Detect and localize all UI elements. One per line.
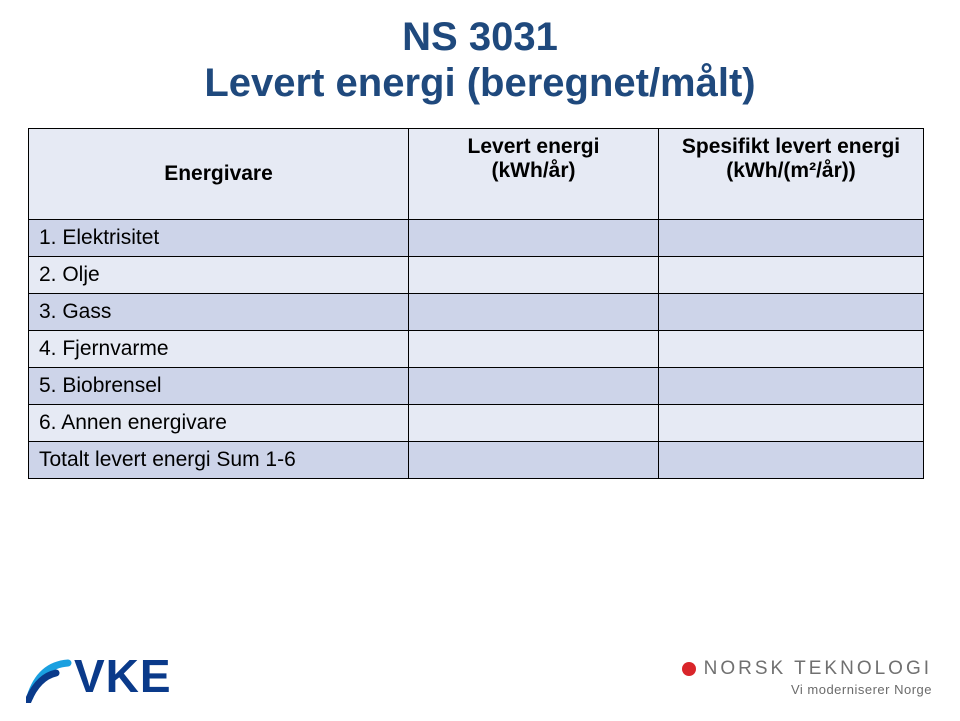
row-label: 6. Annen energivare (29, 405, 409, 442)
norsk-line1-text: NORSK TEKNOLOGI (704, 658, 932, 680)
row-c3 (659, 294, 924, 331)
vke-logo: VKE (26, 649, 172, 703)
row-c2 (409, 405, 659, 442)
energy-table: Energivare Levert energi (kWh/år) Spesif… (28, 128, 924, 479)
dot-icon (680, 660, 698, 678)
table-body: 1. Elektrisitet 2. Olje 3. Gass 4. Fjern… (29, 220, 924, 479)
row-label: 3. Gass (29, 294, 409, 331)
row-c2 (409, 294, 659, 331)
table-row: 2. Olje (29, 257, 924, 294)
row-label: 5. Biobrensel (29, 368, 409, 405)
norsk-teknologi-logo: NORSK TEKNOLOGI Vi moderniserer Norge (680, 658, 932, 697)
col-header-sub: (kWh/år) (419, 159, 648, 183)
col-header-label: Spesifikt levert energi (682, 135, 900, 158)
row-c3 (659, 257, 924, 294)
title-line-2: Levert energi (beregnet/målt) (204, 61, 755, 105)
row-c3 (659, 405, 924, 442)
footer: VKE NORSK TEKNOLOGI Vi moderniserer Norg… (0, 623, 960, 703)
row-c2 (409, 257, 659, 294)
table-row: 6. Annen energivare (29, 405, 924, 442)
table-header-row: Energivare Levert energi (kWh/år) Spesif… (29, 129, 924, 220)
table-row: 5. Biobrensel (29, 368, 924, 405)
vke-logo-text: VKE (26, 649, 172, 703)
row-c2 (409, 368, 659, 405)
title-line-1: NS 3031 (402, 15, 558, 59)
row-c2 (409, 220, 659, 257)
row-c3 (659, 368, 924, 405)
row-c3 (659, 220, 924, 257)
col-header-levert: Levert energi (kWh/år) (409, 129, 659, 220)
slide: NS 3031 Levert energi (beregnet/målt) En… (0, 0, 960, 721)
row-label: 2. Olje (29, 257, 409, 294)
row-c3 (659, 331, 924, 368)
row-label: 1. Elektrisitet (29, 220, 409, 257)
row-label: Totalt levert energi Sum 1-6 (29, 442, 409, 479)
col-header-sub: (kWh/(m²/år)) (669, 159, 913, 183)
table-row: 1. Elektrisitet (29, 220, 924, 257)
table-row: 3. Gass (29, 294, 924, 331)
row-c2 (409, 331, 659, 368)
slide-title: NS 3031 Levert energi (beregnet/målt) (0, 0, 960, 106)
table-row: Totalt levert energi Sum 1-6 (29, 442, 924, 479)
swoosh-icon (26, 657, 72, 703)
row-c3 (659, 442, 924, 479)
norsk-line2: Vi moderniserer Norge (680, 682, 932, 697)
row-c2 (409, 442, 659, 479)
row-label: 4. Fjernvarme (29, 331, 409, 368)
table-row: 4. Fjernvarme (29, 331, 924, 368)
norsk-line1: NORSK TEKNOLOGI (680, 658, 932, 680)
col-header-spesifikt: Spesifikt levert energi (kWh/(m²/år)) (659, 129, 924, 220)
col-header-energivare: Energivare (29, 129, 409, 220)
col-header-label: Levert energi (468, 135, 600, 158)
vke-text-label: VKE (74, 649, 172, 703)
col-header-label: Energivare (164, 162, 273, 185)
